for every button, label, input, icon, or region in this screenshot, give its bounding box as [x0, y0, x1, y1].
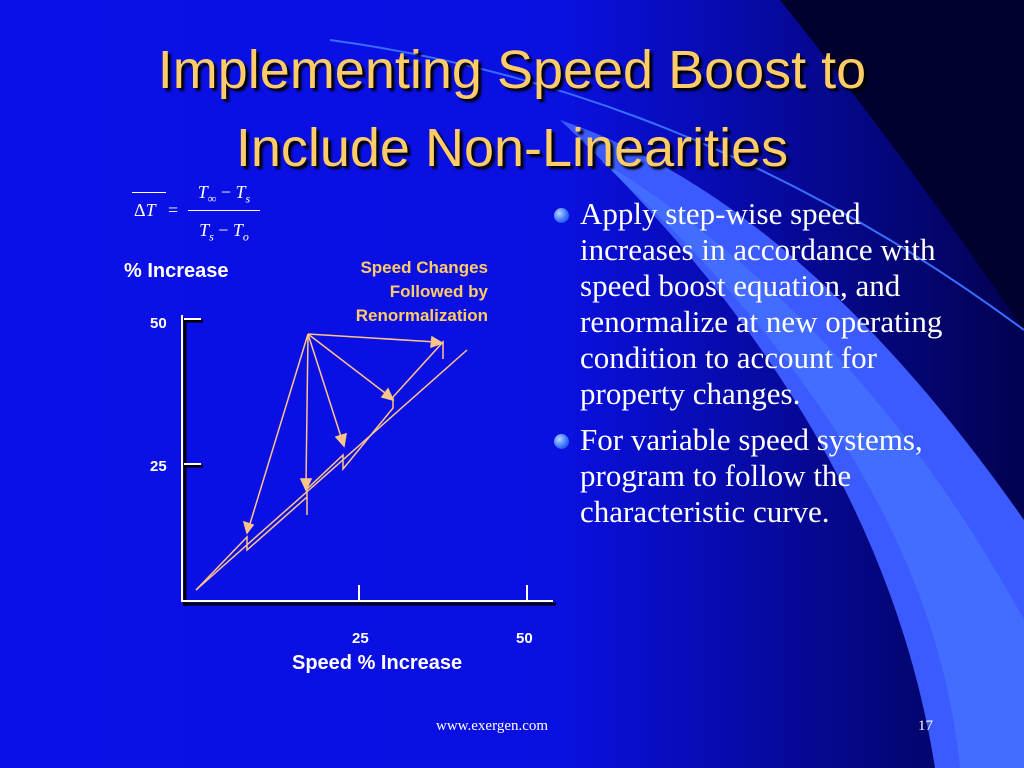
annotation-line-1: Speed Changes — [360, 258, 488, 277]
arrow-1-head — [242, 520, 255, 535]
page-number: 17 — [918, 718, 933, 734]
speed-changes-annotation: Speed Changes Followed by Renormalizatio… — [300, 256, 488, 328]
footer-url: www.exergen.com — [436, 718, 549, 734]
slide-title-line-1: Implementing Speed Boost to — [157, 40, 867, 100]
arrow-1-shaft — [248, 333, 309, 528]
delta-symbol: Δ — [134, 200, 146, 220]
bullet-text: For variable speed systems, program to f… — [580, 422, 923, 529]
equation-overbar — [132, 192, 166, 193]
den-var-a: T — [199, 220, 210, 240]
lhs-variable: T — [145, 200, 156, 220]
arrow-5-head — [430, 335, 444, 349]
equation-denominator: Ts − To — [188, 220, 260, 245]
equals-sign: = — [168, 200, 179, 220]
num-sub-b: s — [245, 191, 251, 206]
arrow-4-head — [380, 387, 395, 402]
bullet-item: For variable speed systems, program to f… — [552, 422, 952, 530]
arrow-4-shaft — [307, 333, 390, 397]
den-sub-a: s — [209, 229, 214, 244]
step-path — [195, 340, 444, 591]
bullet-item: Apply step-wise speed increases in accor… — [552, 196, 952, 412]
fraction-bar — [188, 210, 260, 211]
bullet-dot-icon — [554, 434, 569, 449]
equation-numerator: T∞ − Ts — [188, 182, 260, 207]
x-tick-label-25: 25 — [352, 630, 369, 647]
annotation-line-3: Renormalization — [355, 306, 488, 325]
arrow-2-head — [299, 478, 313, 492]
y-axis-label: % Increase — [124, 260, 229, 282]
bullet-text: Apply step-wise speed increases in accor… — [580, 196, 943, 411]
x-axis-label: Speed % Increase — [292, 652, 463, 674]
num-sub-a: ∞ — [207, 191, 217, 206]
y-tick-label-50: 50 — [150, 315, 167, 332]
den-operator: − — [213, 220, 233, 240]
y-tick-label-25: 25 — [150, 458, 167, 475]
arrow-3-shaft — [307, 333, 343, 441]
den-var-b: T — [232, 220, 243, 240]
characteristic-curve — [195, 349, 468, 591]
num-operator: − — [216, 182, 236, 202]
num-var-a: T — [197, 182, 208, 202]
bullet-list: Apply step-wise speed increases in accor… — [552, 196, 952, 540]
num-var-b: T — [235, 182, 246, 202]
den-sub-b: o — [242, 229, 249, 244]
renormalization-arrows — [242, 333, 444, 535]
arrow-3-head — [334, 432, 347, 448]
annotation-line-2: Followed by — [389, 282, 488, 301]
equation-lhs: ΔT — [132, 192, 166, 221]
slide-title-line-2: Include Non-Linearities — [235, 118, 789, 178]
arrow-5-shaft — [307, 333, 437, 343]
arrow-2-shaft — [305, 333, 309, 485]
bullet-dot-icon — [554, 208, 569, 223]
x-tick-label-50: 50 — [516, 630, 533, 647]
